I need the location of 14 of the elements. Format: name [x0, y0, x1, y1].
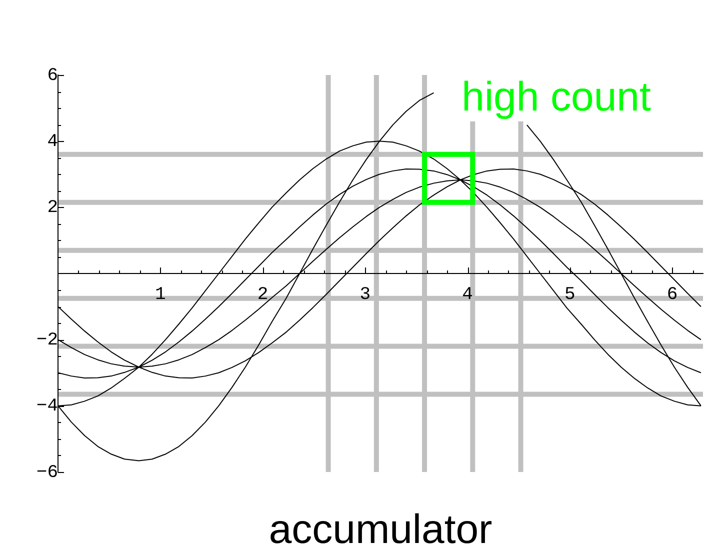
y-tick-label: −6 — [36, 462, 58, 483]
y-tick-label: 2 — [47, 198, 58, 218]
x-tick-label: 4 — [462, 285, 473, 306]
x-tick-label: 1 — [154, 285, 166, 306]
x-tick-label: 3 — [360, 285, 371, 306]
y-tick-label: −2 — [36, 330, 58, 350]
annotation: high count — [462, 73, 652, 120]
y-tick-label: 6 — [47, 66, 58, 86]
x-tick-label: 6 — [666, 285, 678, 306]
text: accumulator — [268, 506, 492, 549]
y-tick-label: −4 — [36, 396, 58, 417]
y-tick-label: 4 — [47, 132, 58, 152]
x-tick-label: 2 — [257, 285, 268, 306]
x-tick-label: 5 — [564, 285, 576, 306]
